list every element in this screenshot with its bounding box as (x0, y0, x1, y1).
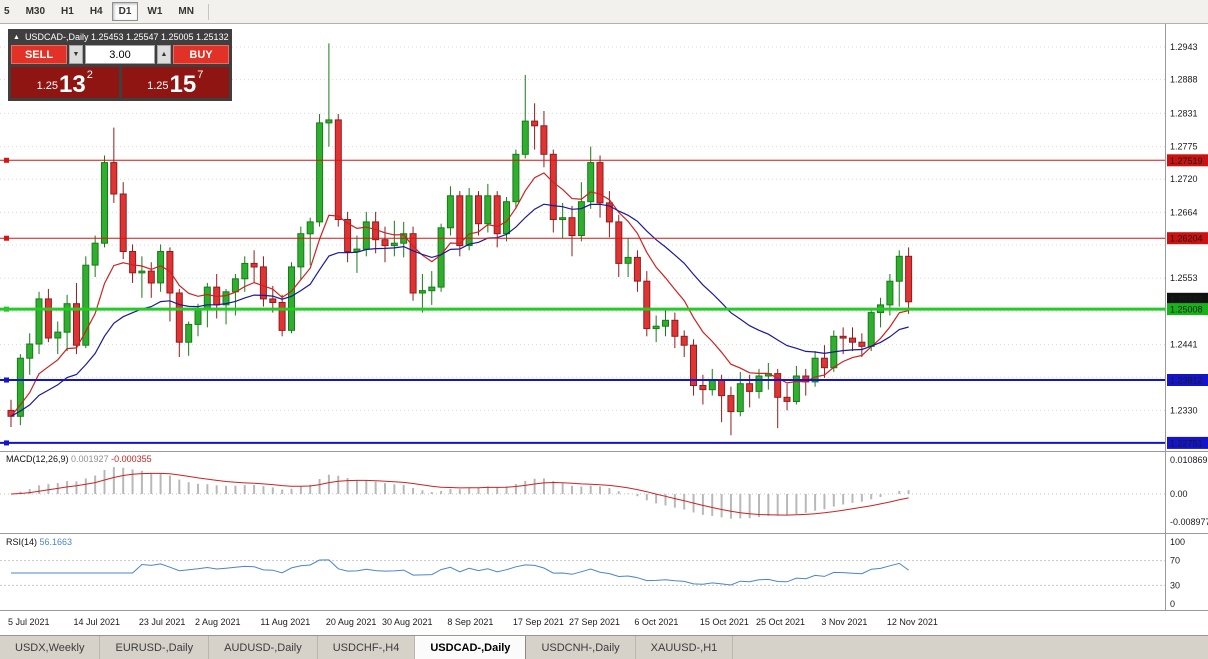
ma-slow-line (10, 203, 909, 417)
bid-price-prefix: 1.25 (36, 80, 59, 92)
svg-text:1.2720: 1.2720 (1170, 174, 1198, 184)
rsi-line (11, 559, 909, 586)
ask-price-pip: 7 (197, 69, 204, 81)
svg-text:8 Sep 2021: 8 Sep 2021 (447, 617, 493, 627)
chart-tab-usdcnh-daily[interactable]: USDCNH-,Daily (526, 636, 636, 659)
svg-text:23 Jul 2021: 23 Jul 2021 (139, 617, 186, 627)
price-gridlines (0, 46, 1166, 444)
svg-text:1.25132: 1.25132 (1170, 294, 1203, 304)
svg-text:5 Jul 2021: 5 Jul 2021 (8, 617, 50, 627)
volume-increase-button[interactable]: ▲ (157, 45, 171, 64)
svg-text:70: 70 (1170, 556, 1180, 566)
svg-text:27 Sep 2021: 27 Sep 2021 (569, 617, 620, 627)
candlestick-series (7, 43, 913, 436)
svg-text:1.2664: 1.2664 (1170, 207, 1198, 217)
chart-tabs-bar: USDX,Weekly EURUSD-,Daily AUDUSD-,Daily USD… (0, 635, 1208, 659)
chart-tab-eurusd-daily[interactable]: EURUSD-,Daily (100, 636, 210, 659)
time-axis: 5 Jul 2021 14 Jul 2021 23 Jul 2021 2 Aug 20… (8, 617, 938, 627)
svg-text:1.25008: 1.25008 (1170, 305, 1203, 315)
timeframe-button-mn[interactable]: MN (171, 2, 201, 21)
timeframe-buttons: 5 M30 H1 H4 D1 W1 MN (4, 2, 201, 21)
rsi-label: RSI(14) 56.1663 (6, 537, 72, 547)
chart-ohlc-bar: ▲ USDCAD-,Daily 1.25453 1.25547 1.25005 … (11, 31, 229, 45)
svg-text:1.2553: 1.2553 (1170, 273, 1198, 283)
svg-text:12 Nov 2021: 12 Nov 2021 (887, 617, 938, 627)
volume-decrease-button[interactable]: ▼ (69, 45, 83, 64)
svg-text:1.26204: 1.26204 (1170, 234, 1203, 244)
chart-tab-usdcad-daily[interactable]: USDCAD-,Daily (415, 636, 527, 659)
svg-text:1.23812: 1.23812 (1170, 376, 1203, 386)
svg-text:30 Aug 2021: 30 Aug 2021 (382, 617, 433, 627)
timeframe-button-d1[interactable]: D1 (111, 2, 139, 21)
svg-text:1.2441: 1.2441 (1170, 340, 1198, 350)
ask-price-big: 15 (169, 70, 197, 98)
price-axis: 1.2943 1.2888 1.2831 1.2775 1.2720 1.2664 1.25… (1170, 42, 1208, 609)
svg-text:1.2775: 1.2775 (1170, 142, 1198, 152)
svg-text:1.22751: 1.22751 (1170, 438, 1203, 448)
svg-text:6 Oct 2021: 6 Oct 2021 (634, 617, 678, 627)
chart-tab-usdchf-h4[interactable]: USDCHF-,H4 (318, 636, 416, 659)
chart-canvas[interactable]: 1.2943 1.2888 1.2831 1.2775 1.2720 1.2664 1.25… (0, 24, 1208, 635)
svg-text:1.27519: 1.27519 (1170, 156, 1203, 166)
volume-input[interactable]: 3.00 (85, 45, 155, 64)
ask-price-panel[interactable]: 1.25 15 7 (121, 67, 229, 98)
sell-button[interactable]: SELL (11, 45, 67, 64)
svg-text:1.2943: 1.2943 (1170, 42, 1198, 52)
svg-text:100: 100 (1170, 537, 1185, 547)
svg-text:25 Oct 2021: 25 Oct 2021 (756, 617, 805, 627)
chart-window: 1.2943 1.2888 1.2831 1.2775 1.2720 1.2664 1.25… (0, 24, 1208, 635)
one-click-trading-panel: ▲ USDCAD-,Daily 1.25453 1.25547 1.25005 … (8, 29, 232, 101)
svg-text:20 Aug 2021: 20 Aug 2021 (326, 617, 377, 627)
bid-price-panel[interactable]: 1.25 13 2 (11, 67, 119, 98)
horizontal-level-lines[interactable] (0, 157, 1166, 446)
svg-text:3 Nov 2021: 3 Nov 2021 (821, 617, 867, 627)
svg-text:-0.008977: -0.008977 (1170, 517, 1208, 527)
timeframe-button-m30[interactable]: M30 (19, 2, 52, 21)
toolbar-divider (207, 3, 209, 20)
bid-price-big: 13 (59, 70, 86, 98)
svg-text:1.2330: 1.2330 (1170, 405, 1198, 415)
collapse-panel-icon[interactable]: ▲ (13, 33, 20, 41)
chart-tab-usdx-weekly[interactable]: USDX,Weekly (0, 636, 101, 659)
timeframe-button-w1[interactable]: W1 (140, 2, 169, 21)
svg-text:0.010869: 0.010869 (1170, 455, 1208, 465)
chart-tab-audusd-daily[interactable]: AUDUSD-,Daily (209, 636, 318, 659)
svg-text:15 Oct 2021: 15 Oct 2021 (700, 617, 749, 627)
svg-text:30: 30 (1170, 580, 1180, 590)
ma-fast-line (10, 172, 909, 417)
ask-price-prefix: 1.25 (147, 80, 169, 92)
macd-histogram (19, 467, 910, 519)
svg-text:2 Aug 2021: 2 Aug 2021 (195, 617, 241, 627)
svg-text:0.00: 0.00 (1170, 489, 1188, 499)
chart-tab-xauusd-h1[interactable]: XAUUSD-,H1 (636, 636, 734, 659)
symbol-ohlc-text: USDCAD-,Daily 1.25453 1.25547 1.25005 1.… (24, 32, 229, 42)
timeframe-toolbar: 5 M30 H1 H4 D1 W1 MN (0, 0, 1208, 24)
svg-text:11 Aug 2021: 11 Aug 2021 (260, 617, 310, 627)
bid-price-pip: 2 (86, 69, 93, 81)
timeframe-button-h4[interactable]: H4 (83, 2, 110, 21)
svg-text:17 Sep 2021: 17 Sep 2021 (513, 617, 564, 627)
svg-text:14 Jul 2021: 14 Jul 2021 (74, 617, 121, 627)
svg-text:1.2888: 1.2888 (1170, 75, 1198, 85)
timeframe-button-h1[interactable]: H1 (54, 2, 81, 21)
svg-text:1.2831: 1.2831 (1170, 108, 1198, 118)
macd-signal-line (10, 472, 909, 516)
timeframe-button-5[interactable]: 5 (0, 2, 17, 21)
buy-button[interactable]: BUY (173, 45, 229, 64)
svg-text:0: 0 (1170, 599, 1175, 609)
macd-label: MACD(12,26,9) 0.001927 -0.000355 (6, 454, 152, 464)
